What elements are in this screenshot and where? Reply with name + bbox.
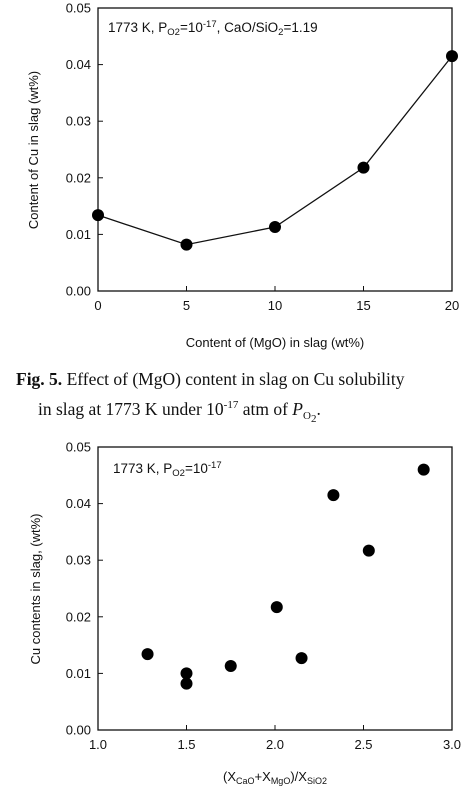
annotation: 1773 K, PO2=10-17, CaO/SiO2=1.19 (108, 19, 318, 38)
y-tick-label: 0.03 (66, 553, 91, 568)
y-tick-label: 0.01 (66, 227, 91, 242)
caption-text: atm of (238, 398, 293, 419)
caption-line-2: in slag at 1773 K under 10-17 atm of PO2… (16, 392, 466, 433)
data-point (327, 489, 340, 502)
annotation-sub: 2 (278, 27, 283, 38)
caption-label: Fig. 5. (16, 369, 63, 389)
y-tick-label: 0.01 (66, 666, 91, 681)
x-tick-label: 10 (268, 298, 282, 313)
data-point (141, 648, 154, 661)
data-point (446, 50, 458, 63)
y-tick-label: 0.00 (66, 284, 91, 299)
caption-text: in slag at 1773 K under 10 (38, 398, 224, 419)
x-tick-label: 15 (356, 298, 370, 313)
y-tick-label: 0.00 (66, 723, 91, 738)
annotation-sub: O2 (172, 468, 185, 479)
y-tick-label: 0.03 (66, 114, 91, 129)
annotation-sub: O2 (167, 27, 180, 38)
x-label-part: (X (223, 769, 236, 784)
x-tick-label: 1.5 (177, 737, 195, 752)
annotation-sup: -17 (203, 19, 217, 30)
y-tick-label: 0.04 (66, 496, 91, 511)
data-point (180, 238, 193, 251)
y-tick-label: 0.02 (66, 170, 91, 185)
y-axis-label: Cu contents in slag, (wt%) (28, 513, 43, 664)
x-tick-label: 5 (183, 298, 190, 313)
annotation-sup: -17 (208, 460, 222, 471)
x-label-sub: CaO (236, 776, 255, 786)
caption-text: Effect of (MgO) content in slag on Cu so… (62, 369, 405, 389)
y-tick-label: 0.05 (66, 1, 91, 16)
data-point (357, 161, 370, 174)
data-point (295, 652, 308, 665)
annotation-text: =10 (185, 461, 208, 476)
x-axis-label: Content of (MgO) in slag (wt%) (186, 335, 364, 350)
x-tick-label: 1.0 (89, 737, 107, 752)
annotation-text: =10 (180, 20, 203, 35)
caption-text: . (316, 398, 321, 419)
data-point (417, 463, 430, 476)
caption-sub-o: O (303, 410, 311, 423)
x-tick-label: 20 (445, 298, 459, 313)
data-point (224, 660, 237, 673)
y-tick-label: 0.02 (66, 609, 91, 624)
annotation-text: , CaO/SiO (217, 20, 279, 35)
figure-caption: Fig. 5. Effect of (MgO) content in slag … (16, 366, 466, 433)
data-point (180, 677, 193, 690)
data-point (180, 667, 193, 680)
x-tick-label: 2.5 (354, 737, 372, 752)
data-point (92, 209, 104, 222)
chart-top: 1773 K, PO2=10-17, CaO/SiO2=1.19 Content… (26, 1, 459, 351)
x-tick-label: 0 (94, 298, 101, 313)
annotation: 1773 K, PO2=10-17 (113, 460, 222, 479)
x-tick-label: 3.0 (443, 737, 461, 752)
plot-frame (97, 446, 453, 731)
caption-line-1: Fig. 5. Effect of (MgO) content in slag … (16, 366, 466, 392)
x-label-sub: MgO (271, 776, 291, 786)
annotation-text: 1773 K, P (108, 20, 167, 35)
caption-symbol: P (292, 398, 303, 419)
y-tick-label: 0.04 (66, 57, 91, 72)
x-label-part: )/X (290, 769, 307, 784)
data-point (270, 601, 283, 614)
annotation-text: 1773 K, P (113, 461, 172, 476)
x-label-part: +X (255, 769, 272, 784)
caption-sup: -17 (223, 399, 239, 411)
svg-text:1773 K, PO2=10-17, CaO/SiO2=1.: 1773 K, PO2=10-17, CaO/SiO2=1.19 (108, 19, 318, 38)
x-tick-label: 2.0 (266, 737, 284, 752)
data-point (362, 544, 375, 557)
caption-subsub: 2 (310, 413, 317, 426)
annotation-text: =1.19 (283, 20, 317, 35)
x-label-sub: SiO2 (307, 776, 327, 786)
svg-text:1773 K, PO2=10-17: 1773 K, PO2=10-17 (113, 460, 222, 479)
y-tick-label: 0.05 (66, 440, 91, 455)
y-axis-label: Content of Cu in slag (wt%) (26, 71, 41, 229)
data-point (269, 221, 281, 234)
x-axis-label: (XCaO+XMgO)/XSiO2 (223, 769, 327, 786)
caption-sub: O2 (303, 410, 316, 425)
